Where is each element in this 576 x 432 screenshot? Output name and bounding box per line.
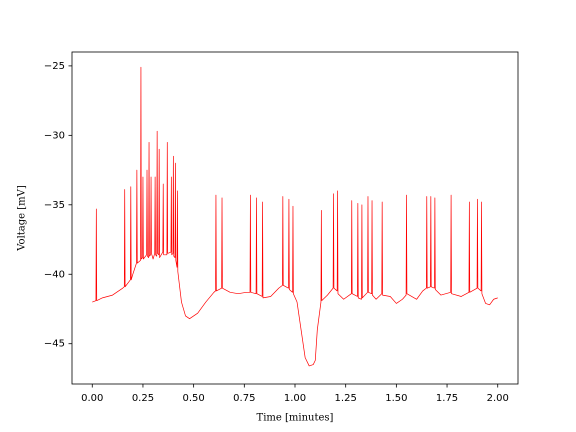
x-tick-label: 0.50 — [183, 393, 205, 404]
x-tick-label: 2.00 — [487, 393, 509, 404]
x-axis-label: Time [minutes] — [257, 413, 334, 424]
voltage-trace — [92, 66, 498, 367]
y-tick-label: −40 — [44, 269, 65, 280]
x-tick-label: 1.00 — [284, 393, 306, 404]
plot-area — [92, 66, 498, 367]
x-tick-label: 1.50 — [385, 393, 407, 404]
y-tick-label: −25 — [44, 61, 65, 72]
y-axis-label: Voltage [mV] — [17, 185, 28, 252]
y-tick-label: −30 — [44, 130, 65, 141]
x-tick-label: 0.00 — [81, 393, 103, 404]
x-tick-label: 0.75 — [233, 393, 255, 404]
y-tick-label: −35 — [44, 200, 65, 211]
y-tick-label: −45 — [44, 339, 65, 350]
x-tick-label: 1.75 — [436, 393, 458, 404]
x-tick-label: 1.25 — [335, 393, 357, 404]
x-tick-label: 0.25 — [132, 393, 154, 404]
